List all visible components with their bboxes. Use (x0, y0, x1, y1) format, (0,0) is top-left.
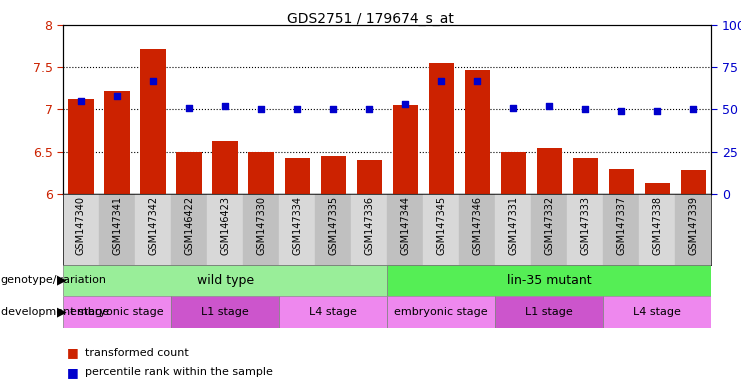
Text: L4 stage: L4 stage (634, 307, 681, 317)
Text: development stage: development stage (1, 307, 109, 317)
Bar (387, 296, 495, 328)
Point (471, 78, 483, 84)
Bar (568, 194, 603, 265)
Bar (495, 194, 531, 265)
Text: embryonic stage: embryonic stage (70, 307, 164, 317)
Bar (681, 170, 706, 194)
Bar (356, 160, 382, 194)
Bar (213, 141, 238, 194)
Text: GSM147345: GSM147345 (436, 196, 446, 255)
Bar (639, 194, 675, 265)
Text: GSM146423: GSM146423 (220, 196, 230, 255)
Bar (68, 99, 93, 194)
Bar (171, 296, 279, 328)
Bar (675, 194, 711, 265)
Text: GSM147346: GSM147346 (472, 196, 482, 255)
Bar (459, 194, 495, 265)
Bar (63, 265, 387, 296)
Text: L1 stage: L1 stage (202, 307, 249, 317)
Bar (63, 194, 99, 265)
Text: GSM147332: GSM147332 (545, 196, 554, 255)
Bar (465, 70, 490, 194)
Text: GSM147331: GSM147331 (508, 196, 518, 255)
Text: GSM147336: GSM147336 (364, 196, 374, 255)
Bar (171, 194, 207, 265)
Text: embryonic stage: embryonic stage (394, 307, 488, 317)
Text: GSM147344: GSM147344 (400, 196, 411, 255)
Point (111, 93, 123, 99)
Bar (351, 194, 387, 265)
Bar (285, 157, 310, 194)
Text: GSM147335: GSM147335 (328, 196, 338, 255)
Text: GSM147342: GSM147342 (148, 196, 158, 255)
Bar (104, 91, 130, 194)
Bar (603, 194, 639, 265)
Point (435, 78, 447, 84)
Point (183, 105, 195, 111)
Point (651, 108, 663, 114)
Bar (501, 152, 526, 194)
Text: percentile rank within the sample: percentile rank within the sample (85, 367, 273, 377)
Text: lin-35 mutant: lin-35 mutant (507, 274, 591, 287)
Bar (176, 152, 202, 194)
Point (688, 106, 700, 113)
Point (291, 106, 303, 113)
Bar (645, 183, 670, 194)
Text: ▶: ▶ (57, 306, 67, 318)
Text: GSM147333: GSM147333 (580, 196, 591, 255)
Text: GSM147337: GSM147337 (617, 196, 626, 255)
Point (579, 106, 591, 113)
Text: ▶: ▶ (57, 274, 67, 287)
Bar (99, 194, 135, 265)
Point (219, 103, 231, 109)
Bar (536, 148, 562, 194)
Bar (207, 194, 243, 265)
Text: ■: ■ (67, 346, 79, 359)
Point (543, 103, 555, 109)
Bar (63, 296, 171, 328)
Bar (608, 169, 634, 194)
Text: GDS2751 / 179674_s_at: GDS2751 / 179674_s_at (287, 12, 454, 25)
Bar (603, 296, 711, 328)
Bar (315, 194, 351, 265)
Bar (387, 194, 423, 265)
Bar (248, 152, 273, 194)
Bar (141, 49, 166, 194)
Text: GSM147338: GSM147338 (652, 196, 662, 255)
Text: genotype/variation: genotype/variation (1, 275, 107, 285)
Point (255, 106, 267, 113)
Text: transformed count: transformed count (85, 348, 189, 358)
Bar (279, 296, 387, 328)
Point (615, 108, 627, 114)
Text: GSM147341: GSM147341 (112, 196, 122, 255)
Bar (321, 156, 346, 194)
Point (75, 98, 87, 104)
Text: L1 stage: L1 stage (525, 307, 573, 317)
Bar (393, 105, 418, 194)
Text: GSM147340: GSM147340 (76, 196, 86, 255)
Text: GSM147330: GSM147330 (256, 196, 266, 255)
Bar (423, 194, 459, 265)
Text: GSM146422: GSM146422 (184, 196, 194, 255)
Bar (495, 296, 603, 328)
Text: wild type: wild type (196, 274, 253, 287)
Point (328, 106, 339, 113)
Bar (573, 159, 598, 194)
Text: GSM147334: GSM147334 (292, 196, 302, 255)
Bar (135, 194, 171, 265)
Bar (243, 194, 279, 265)
Bar (279, 194, 315, 265)
Bar (428, 63, 453, 194)
Point (508, 105, 519, 111)
Point (399, 101, 411, 108)
Bar (531, 194, 568, 265)
Point (147, 78, 159, 84)
Bar (387, 265, 711, 296)
Text: ■: ■ (67, 366, 79, 379)
Text: GSM147339: GSM147339 (688, 196, 698, 255)
Point (363, 106, 375, 113)
Text: L4 stage: L4 stage (309, 307, 357, 317)
